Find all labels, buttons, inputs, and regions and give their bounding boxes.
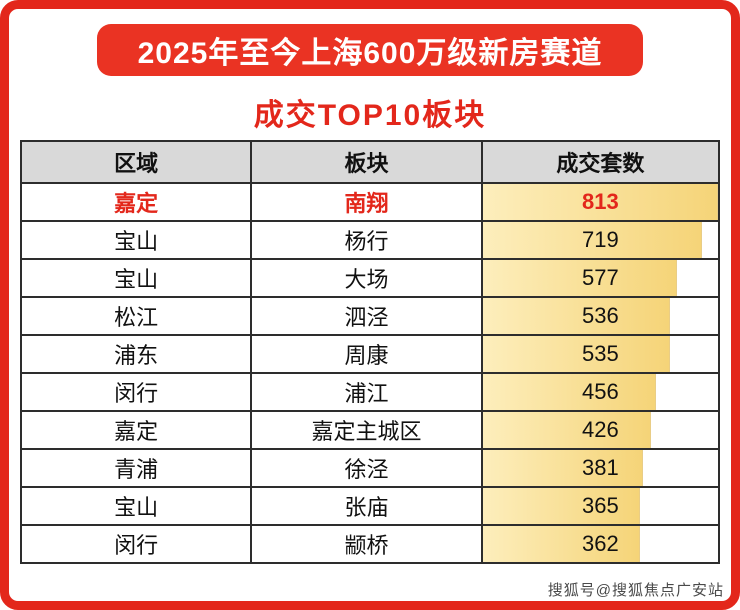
count-value: 365 (581, 493, 619, 518)
plate-cell: 颛桥 (250, 524, 483, 564)
table-row: 青浦 徐泾 381 (19, 448, 721, 488)
count-value: 719 (581, 227, 619, 252)
plate-cell: 张庙 (250, 486, 483, 526)
region-cell: 嘉定 (19, 410, 253, 450)
banner-title: 2025年至今上海600万级新房赛道 (137, 37, 603, 70)
count-bar (483, 299, 670, 333)
count-bar (483, 185, 717, 219)
plate-cell: 泗泾 (250, 296, 483, 336)
count-cell: 365 (480, 486, 721, 526)
count-cell: 426 (480, 410, 721, 450)
count-cell: 813 (480, 182, 721, 222)
table-row: 宝山 杨行 719 (19, 220, 721, 260)
table-row: 宝山 张庙 365 (19, 486, 721, 526)
plate-cell: 南翔 (250, 182, 483, 222)
region-cell: 闵行 (19, 372, 253, 412)
count-bar (483, 223, 702, 257)
count-cell: 535 (480, 334, 721, 374)
table-row: 嘉定 嘉定主城区 426 (19, 410, 721, 450)
plate-cell: 杨行 (250, 220, 483, 260)
count-value: 535 (581, 341, 619, 366)
count-value: 381 (581, 455, 619, 480)
col-header-plate: 板块 (250, 140, 483, 184)
count-bar (483, 261, 678, 295)
count-cell: 719 (480, 220, 721, 260)
col-header-count: 成交套数 (480, 140, 721, 184)
plate-cell: 徐泾 (250, 448, 483, 488)
count-value: 362 (581, 531, 619, 556)
plate-cell: 嘉定主城区 (250, 410, 483, 450)
count-value: 426 (581, 417, 619, 442)
count-cell: 536 (480, 296, 721, 336)
region-cell: 宝山 (19, 258, 253, 298)
count-bar (483, 451, 643, 485)
title-banner: 2025年至今上海600万级新房赛道 (97, 24, 643, 76)
region-cell: 嘉定 (19, 182, 253, 222)
subtitle: 成交TOP10板块 (253, 99, 487, 132)
table-row: 浦东 周康 535 (19, 334, 721, 374)
region-cell: 宝山 (19, 486, 253, 526)
table-row: 嘉定 南翔 813 (19, 182, 721, 222)
table-header-row: 区域 板块 成交套数 (19, 140, 721, 184)
plate-cell: 浦江 (250, 372, 483, 412)
count-bar (483, 527, 640, 561)
table-row: 松江 泗泾 536 (19, 296, 721, 336)
count-value: 813 (581, 189, 619, 214)
plate-cell: 大场 (250, 258, 483, 298)
count-bar (483, 489, 641, 523)
count-value: 456 (581, 379, 619, 404)
region-cell: 闵行 (19, 524, 253, 564)
plate-cell: 周康 (250, 334, 483, 374)
table-row: 闵行 浦江 456 (19, 372, 721, 412)
watermark: 搜狐号@搜狐焦点广安站 (547, 582, 724, 599)
table-body: 嘉定 南翔 813 宝山 杨行 719 宝山 大场 577 松江 泗泾 536 浦东 周康 535 闵行 浦江 4… (19, 182, 721, 564)
count-bar (483, 337, 670, 371)
count-cell: 577 (480, 258, 721, 298)
count-bar (483, 413, 651, 447)
table-row: 闵行 颛桥 362 (19, 524, 721, 564)
table-row: 宝山 大场 577 (19, 258, 721, 298)
count-cell: 456 (480, 372, 721, 412)
count-cell: 381 (480, 448, 721, 488)
count-bar (483, 375, 657, 409)
count-value: 577 (581, 265, 619, 290)
region-cell: 浦东 (19, 334, 253, 374)
count-cell: 362 (480, 524, 721, 564)
col-header-region: 区域 (19, 140, 253, 184)
count-value: 536 (581, 303, 619, 328)
region-cell: 宝山 (19, 220, 253, 260)
top10-table: 区域 板块 成交套数 嘉定 南翔 813 宝山 杨行 719 宝山 大场 577 松江 泗泾 536 浦… (19, 140, 721, 564)
region-cell: 青浦 (19, 448, 253, 488)
region-cell: 松江 (19, 296, 253, 336)
